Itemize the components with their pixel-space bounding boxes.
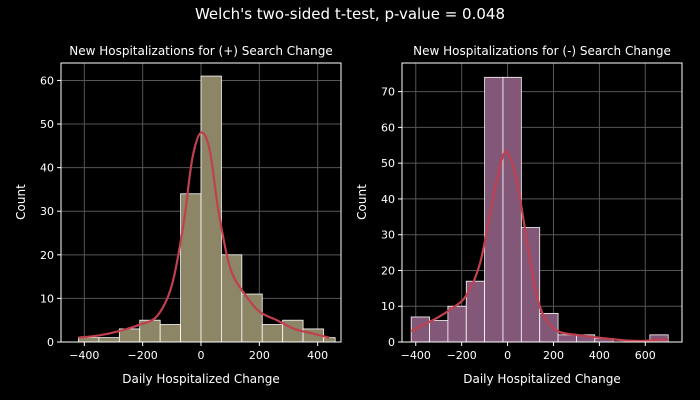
y-tick-label: 40 xyxy=(381,193,395,206)
histogram-bar xyxy=(323,337,336,343)
y-axis-label: Count xyxy=(355,184,369,220)
y-tick-label: 50 xyxy=(40,118,54,131)
x-tick-label: 600 xyxy=(635,349,656,362)
kde-curve xyxy=(410,150,669,343)
x-tick-label: −400 xyxy=(69,349,99,362)
x-tick-label: −200 xyxy=(447,349,477,362)
panel-title: New Hospitalizations for (+) Search Chan… xyxy=(69,44,333,58)
panel-positive: New Hospitalizations for (+) Search Chan… xyxy=(14,44,342,386)
y-axis-label: Count xyxy=(14,184,28,220)
y-tick-label: 10 xyxy=(40,292,54,305)
histogram-bar xyxy=(98,337,120,343)
kde-curve xyxy=(78,131,330,339)
y-tick-label: 30 xyxy=(381,229,395,242)
panel-negative: New Hospitalizations for (-) Search Chan… xyxy=(355,44,683,386)
histogram-bar xyxy=(502,76,522,343)
x-axis-label: Daily Hospitalized Change xyxy=(463,372,621,386)
histogram-bar xyxy=(429,320,449,343)
y-tick-label: 70 xyxy=(381,86,395,99)
x-tick-label: −400 xyxy=(401,349,431,362)
y-tick-label: 30 xyxy=(40,205,54,218)
histogram-bar xyxy=(447,305,467,343)
y-tick-label: 60 xyxy=(40,74,54,87)
x-tick-label: 200 xyxy=(543,349,564,362)
x-tick-label: 0 xyxy=(198,349,205,362)
histogram-bar xyxy=(539,312,559,343)
histogram-bar xyxy=(159,324,181,343)
y-tick-label: 0 xyxy=(47,336,54,349)
y-tick-label: 60 xyxy=(381,121,395,134)
y-tick-label: 10 xyxy=(381,300,395,313)
y-tick-label: 50 xyxy=(381,157,395,170)
x-tick-label: 400 xyxy=(589,349,610,362)
axes-frame xyxy=(401,62,683,343)
histogram-bar xyxy=(484,76,504,343)
y-tick-label: 20 xyxy=(40,249,54,262)
histogram-bar xyxy=(520,227,541,343)
x-tick-label: 200 xyxy=(249,349,270,362)
x-tick-label: 0 xyxy=(504,349,511,362)
y-tick-label: 20 xyxy=(381,264,395,277)
x-tick-label: −200 xyxy=(128,349,158,362)
y-tick-label: 40 xyxy=(40,162,54,175)
figure-suptitle: Welch's two-sided t-test, p-value = 0.04… xyxy=(194,5,506,23)
histogram-bar xyxy=(557,334,577,343)
histogram-bar xyxy=(241,293,263,343)
panel-title: New Hospitalizations for (-) Search Chan… xyxy=(413,44,671,58)
y-tick-label: 0 xyxy=(388,336,395,349)
x-axis-label: Daily Hospitalized Change xyxy=(122,372,280,386)
histogram-bar xyxy=(221,254,243,343)
histogram-bar xyxy=(261,324,284,343)
x-tick-label: 400 xyxy=(307,349,328,362)
